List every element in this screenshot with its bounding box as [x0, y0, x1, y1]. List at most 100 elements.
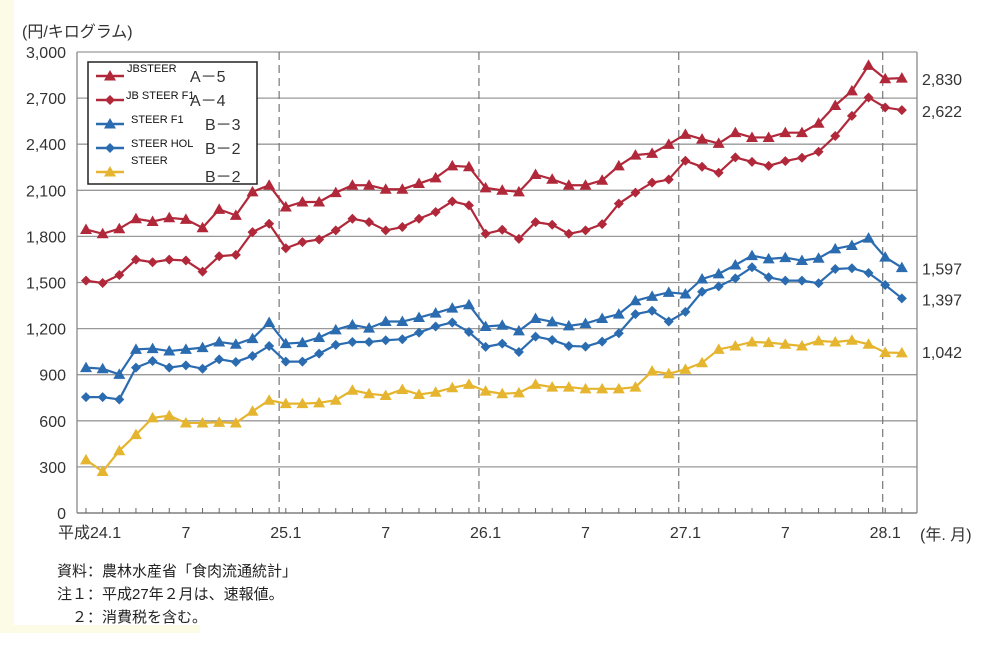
- data-point: [679, 128, 692, 139]
- data-point: [413, 311, 425, 323]
- data-point: [795, 126, 808, 138]
- data-point: [462, 160, 475, 172]
- data-point: [830, 131, 841, 142]
- data-point: [379, 183, 392, 194]
- data-point: [179, 343, 192, 354]
- data-point: [329, 186, 342, 198]
- data-point: [414, 213, 424, 224]
- data-point: [313, 331, 326, 343]
- data-point: [247, 350, 258, 361]
- data-point: [497, 338, 508, 349]
- data-point: [712, 137, 725, 148]
- data-point: [146, 411, 159, 423]
- data-point: [730, 273, 741, 284]
- data-point: [845, 334, 858, 345]
- data-point: [229, 338, 242, 349]
- data-point: [346, 318, 359, 330]
- data-point: [246, 332, 259, 344]
- data-point: [795, 254, 808, 266]
- data-point: [846, 110, 857, 121]
- legend-grade: A－5: [190, 69, 226, 86]
- data-point: [896, 293, 907, 304]
- data-point: [729, 339, 742, 351]
- data-point: [713, 167, 724, 178]
- data-point: [562, 381, 575, 392]
- data-point: [364, 336, 375, 347]
- data-point: [247, 227, 258, 238]
- data-point: [712, 343, 725, 354]
- data-point: [696, 272, 709, 284]
- data-point: [680, 155, 691, 166]
- series-jb-steer-f1: 2,622: [81, 92, 962, 288]
- data-point: [447, 196, 458, 207]
- data-point: [229, 416, 242, 428]
- data-point: [895, 346, 908, 358]
- legend-grade: B－3: [205, 117, 241, 134]
- series-line: [85, 236, 903, 376]
- data-point: [413, 388, 425, 400]
- data-point: [679, 288, 692, 299]
- data-point: [680, 306, 691, 317]
- data-point: [862, 59, 875, 70]
- legend-marker: [104, 70, 116, 81]
- data-point: [896, 105, 907, 116]
- data-point: [579, 317, 592, 329]
- data-point: [463, 200, 474, 211]
- page-edge: [0, 0, 14, 630]
- data-point: [263, 179, 276, 190]
- data-point: [80, 361, 92, 373]
- data-point: [347, 336, 358, 347]
- data-point: [429, 171, 442, 183]
- legend-label: STEER F1: [131, 114, 184, 126]
- y-tick-label: 1,800: [26, 229, 66, 246]
- x-tick-label: 7: [381, 525, 390, 542]
- data-point: [812, 252, 825, 263]
- data-point: [179, 416, 192, 428]
- data-point: [329, 323, 342, 335]
- data-point: [696, 133, 709, 144]
- data-point: [97, 392, 108, 403]
- data-point: [562, 319, 575, 331]
- data-point: [429, 386, 442, 397]
- data-point: [613, 328, 624, 339]
- data-point: [596, 174, 609, 185]
- y-tick-label: 1,500: [26, 276, 66, 293]
- data-point: [280, 243, 291, 254]
- data-point: [830, 263, 841, 274]
- y-axis-label: (円/キログラム): [22, 23, 133, 41]
- data-point: [429, 307, 442, 318]
- data-point: [396, 315, 409, 327]
- data-point: [480, 228, 491, 239]
- footnote-1: 注１：平成27年２月は、速報値。: [57, 586, 284, 603]
- data-point: [246, 185, 259, 197]
- data-point: [113, 444, 126, 456]
- data-point: [697, 161, 708, 172]
- data-point: [596, 312, 609, 323]
- data-point: [746, 249, 758, 261]
- data-point: [413, 177, 425, 189]
- data-point: [479, 320, 492, 331]
- data-point: [346, 384, 359, 395]
- data-point: [662, 367, 675, 379]
- data-point: [813, 278, 824, 289]
- x-tick-label: 7: [581, 525, 590, 542]
- data-point: [163, 345, 176, 356]
- legend-grade: B－2: [205, 141, 241, 158]
- data-point: [597, 336, 608, 347]
- y-tick-label: 3,000: [26, 45, 66, 62]
- data-point: [297, 237, 308, 248]
- data-point: [829, 99, 842, 110]
- x-tick-label: 7: [781, 525, 790, 542]
- data-point: [296, 336, 309, 348]
- data-point: [829, 242, 842, 254]
- data-point: [496, 387, 509, 399]
- data-point: [264, 340, 275, 351]
- data-point: [280, 356, 291, 367]
- data-point: [446, 381, 459, 393]
- data-point: [646, 365, 659, 376]
- data-point: [512, 324, 525, 336]
- data-point: [547, 219, 558, 230]
- x-tick-label: 7: [181, 525, 190, 542]
- data-point: [380, 335, 391, 346]
